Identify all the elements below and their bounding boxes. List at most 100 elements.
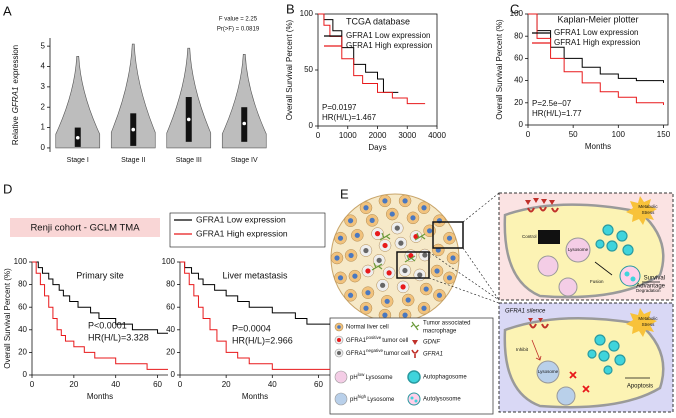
median (186, 117, 191, 122)
legend-text: GFRA1negativetumor cell (346, 348, 410, 356)
y-tick-label: 40 (18, 325, 27, 334)
nucleus (347, 292, 354, 298)
y-tick-label: 60 (514, 54, 523, 63)
legend-label: GFRA1 High expression (196, 228, 288, 238)
legend-text: GDNF (423, 340, 440, 346)
nucleus (398, 240, 404, 246)
label: GFRA1 silence (505, 309, 546, 315)
block-mark (569, 371, 590, 393)
icon (337, 325, 341, 329)
x-tick-label: Stage IV (231, 157, 258, 164)
label: Inhibit (516, 347, 529, 352)
x-tick-label: 0 (178, 380, 183, 389)
label: Metabolic (638, 316, 658, 321)
x-tick-label: Stage I (67, 157, 89, 164)
arrow (594, 261, 613, 276)
panel-letter: C (510, 1, 519, 16)
zoom-box (432, 221, 464, 249)
survival-curve (528, 13, 664, 83)
arrow (531, 339, 542, 361)
annotation: P=0.0197 (322, 103, 357, 112)
legend-label: GFRA1 Low expression (346, 31, 430, 40)
nucleus (408, 253, 414, 259)
nucleus (450, 255, 456, 261)
cohort-box (10, 218, 160, 237)
y-tick-label: 5 (41, 41, 46, 50)
chart-title: Liver metastasis (222, 270, 288, 280)
x-tick-label: 2000 (369, 131, 387, 140)
legend-label: GFRA1 High expression (346, 41, 432, 50)
macrophage (404, 254, 416, 263)
lysosome (556, 386, 576, 406)
plot-frame (527, 13, 669, 126)
nucleus (369, 217, 375, 223)
x-tick-label: 3000 (398, 131, 416, 140)
y-tick-label: 50 (304, 65, 313, 74)
label: Fusion (590, 279, 604, 284)
y-tick-label: 0 (519, 120, 524, 129)
diagram-legend: Normal liver cell GFRA1positivetumor cel… (334, 321, 470, 406)
median (242, 121, 247, 126)
nucleus (334, 255, 340, 261)
nucleus (363, 247, 369, 254)
lysosome (565, 237, 591, 263)
y-tick-label: 20 (18, 348, 27, 357)
tumor-illustration (330, 192, 500, 323)
y-tick-label: 4 (41, 62, 46, 71)
nucleus (384, 298, 390, 304)
violin (110, 43, 156, 149)
nucleus (410, 215, 416, 221)
annotation: HR(H/L)=3.328 (88, 332, 149, 342)
x-tick-label: 20 (69, 380, 78, 389)
x-tick-label: 40 (268, 380, 277, 389)
label: Survival (644, 276, 665, 282)
chart-title: Kaplan-Meier plotter (557, 14, 638, 24)
nucleus (434, 268, 440, 274)
lysosome (536, 360, 560, 384)
legend-label: GFRA1 Low expression (196, 214, 286, 224)
nucleus (352, 273, 358, 279)
nucleus (337, 275, 344, 281)
x-tick-label: 60 (314, 380, 323, 389)
gdnf (528, 318, 543, 322)
y-tick-label: 80 (514, 31, 523, 40)
annotation: P<0.0001 (88, 320, 127, 330)
x-tick-label: Stage III (176, 157, 202, 164)
survival-curve (528, 13, 664, 106)
chart-title: Primary site (76, 270, 124, 280)
nucleus (380, 282, 386, 288)
receptor (527, 206, 559, 213)
y-tick-label: 100 (510, 9, 524, 18)
annotation: F value = 2.25 (219, 17, 258, 23)
x-axis-label: Days (368, 143, 386, 152)
nucleus (382, 312, 388, 318)
stress-burst (626, 196, 657, 225)
silence-panel: GFRA1 silence Metabolic Stress Inhibit L… (498, 302, 674, 413)
violin (221, 53, 267, 149)
lysosome (558, 277, 578, 297)
legend-text: GFRA1positivetumor cell (346, 335, 408, 343)
y-axis-label: Overall Survival Percent (%) (495, 19, 504, 120)
nucleus (389, 211, 395, 217)
nucleus (376, 257, 382, 263)
y-tick-label: 3 (41, 82, 46, 91)
y-tick-label: 100 (162, 257, 176, 266)
y-tick-label: 80 (18, 280, 27, 289)
icon (410, 321, 420, 331)
y-tick-label: 0 (23, 370, 28, 379)
y-tick-label: 0 (309, 121, 314, 130)
nucleus (405, 297, 411, 303)
median (131, 127, 136, 132)
label: Lysosome (538, 369, 559, 374)
annotation: P=2.5e−07 (532, 99, 572, 108)
x-tick-label: 20 (222, 380, 231, 389)
nucleus (426, 228, 433, 234)
icon (334, 370, 348, 384)
survival-curve (180, 261, 330, 325)
nucleus (354, 232, 360, 238)
nucleus (422, 252, 428, 258)
gdnf (525, 198, 555, 205)
label: Lysosome (568, 247, 589, 252)
nucleus (421, 205, 427, 211)
y-tick-label: 60 (18, 302, 27, 311)
